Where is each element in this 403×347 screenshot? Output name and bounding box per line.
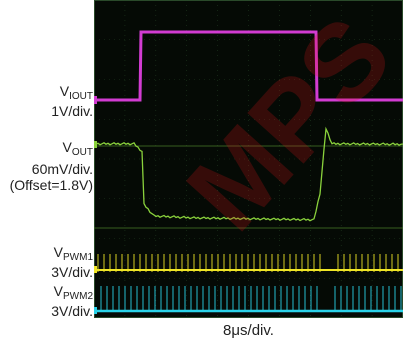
marker-vout xyxy=(94,141,97,148)
trace-viout xyxy=(94,30,403,102)
marker-viout xyxy=(94,96,97,104)
scope-display xyxy=(93,0,403,318)
label-vpwm1: VPWM1 3V/div. xyxy=(51,244,93,280)
label-vpwm2: VPWM2 3V/div. xyxy=(51,283,93,319)
label-viout: VIOUT 1V/div. xyxy=(51,83,93,119)
marker-vpwm1 xyxy=(94,266,97,273)
scope-plot xyxy=(93,0,403,318)
x-axis-label: 8μs/div. xyxy=(223,322,274,339)
marker-vpwm2 xyxy=(94,307,97,314)
trace-vout xyxy=(93,126,403,222)
label-vout: VOUT 60mV/div. (Offset=1.8V) xyxy=(9,139,93,193)
